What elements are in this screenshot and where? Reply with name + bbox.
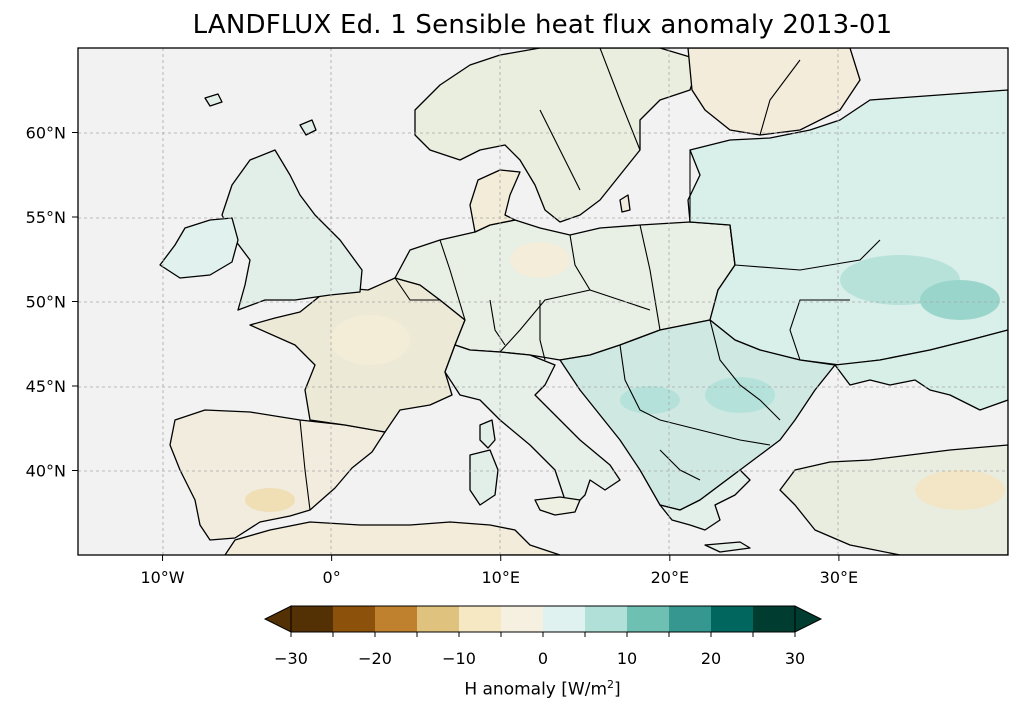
colorbar-tick-label: 20 bbox=[701, 649, 721, 668]
land-orkney bbox=[299, 119, 317, 136]
land-finland bbox=[687, 48, 861, 136]
colorbar-extend-low bbox=[263, 605, 292, 633]
colorbar-tick-label: −20 bbox=[358, 649, 392, 668]
anomaly-patch bbox=[330, 315, 410, 365]
anomaly-patch bbox=[705, 377, 775, 413]
country-borders bbox=[299, 48, 881, 511]
land-jutland bbox=[469, 169, 521, 233]
anomaly-patch bbox=[915, 470, 1005, 510]
x-tick-label: 10°W bbox=[140, 568, 184, 587]
y-tick-label: 55°N bbox=[26, 208, 66, 227]
colorbar-segment bbox=[375, 606, 418, 632]
land-sardinia bbox=[469, 449, 499, 506]
colorbar-tick-label: 0 bbox=[538, 649, 548, 668]
land-north-africa bbox=[224, 521, 561, 555]
colorbar-segment bbox=[585, 606, 628, 632]
anomaly-patch bbox=[620, 386, 680, 414]
gridlines bbox=[78, 48, 1008, 555]
anomaly-patch bbox=[920, 280, 1000, 320]
colorbar-segment bbox=[501, 606, 544, 632]
y-tick-label: 60°N bbox=[26, 124, 66, 143]
land-sicily bbox=[534, 496, 581, 516]
y-tick-label: 50°N bbox=[26, 293, 66, 312]
colorbar-segment bbox=[753, 606, 796, 632]
anomaly-patch bbox=[245, 488, 295, 512]
colorbar-tick-label: 30 bbox=[785, 649, 805, 668]
colorbar-segment bbox=[291, 606, 334, 632]
colorbar-segment bbox=[543, 606, 586, 632]
colorbar-tick-label: 10 bbox=[617, 649, 637, 668]
x-tick-label: 20°E bbox=[651, 568, 689, 587]
colorbar-segment bbox=[711, 606, 754, 632]
land-balkans bbox=[559, 319, 836, 511]
land-crete bbox=[704, 541, 751, 553]
x-tick-label: 30°E bbox=[820, 568, 858, 587]
colorbar-extend-high bbox=[794, 605, 823, 633]
colorbar-tick-label: −10 bbox=[442, 649, 476, 668]
colorbar-segment bbox=[333, 606, 376, 632]
x-tick-label: 0° bbox=[323, 568, 341, 587]
colorbar-label: H anomaly [W/m2] bbox=[464, 678, 621, 700]
land-scandinavia bbox=[414, 48, 701, 223]
colorbar-segment bbox=[669, 606, 712, 632]
colorbar-segment bbox=[417, 606, 460, 632]
anomaly-patch bbox=[510, 242, 570, 278]
land-ukraine-south bbox=[834, 329, 1008, 411]
land-ireland bbox=[159, 217, 239, 279]
y-tick-labels: 60°N 55°N 50°N 45°N 40°N bbox=[26, 124, 78, 481]
colorbar-segment bbox=[459, 606, 502, 632]
x-tick-labels: 10°W 0° 10°E 20°E 30°E bbox=[140, 555, 858, 587]
anomaly-patches bbox=[245, 242, 1005, 512]
land-faroe bbox=[204, 93, 223, 107]
colorbar-segment bbox=[627, 606, 670, 632]
map-title: LANDFLUX Ed. 1 Sensible heat flux anomal… bbox=[192, 10, 893, 40]
land-greece bbox=[659, 469, 751, 531]
y-tick-label: 40°N bbox=[26, 462, 66, 481]
land-corsica bbox=[479, 419, 496, 449]
colorbar: −30 −20 −10 0 10 20 30 bbox=[263, 605, 823, 668]
land-gotland bbox=[619, 194, 631, 213]
y-tick-label: 45°N bbox=[26, 377, 66, 396]
map-area bbox=[78, 48, 1008, 555]
land-italy bbox=[444, 344, 621, 506]
colorbar-tick-label: −30 bbox=[274, 649, 308, 668]
x-tick-label: 10°E bbox=[481, 568, 519, 587]
